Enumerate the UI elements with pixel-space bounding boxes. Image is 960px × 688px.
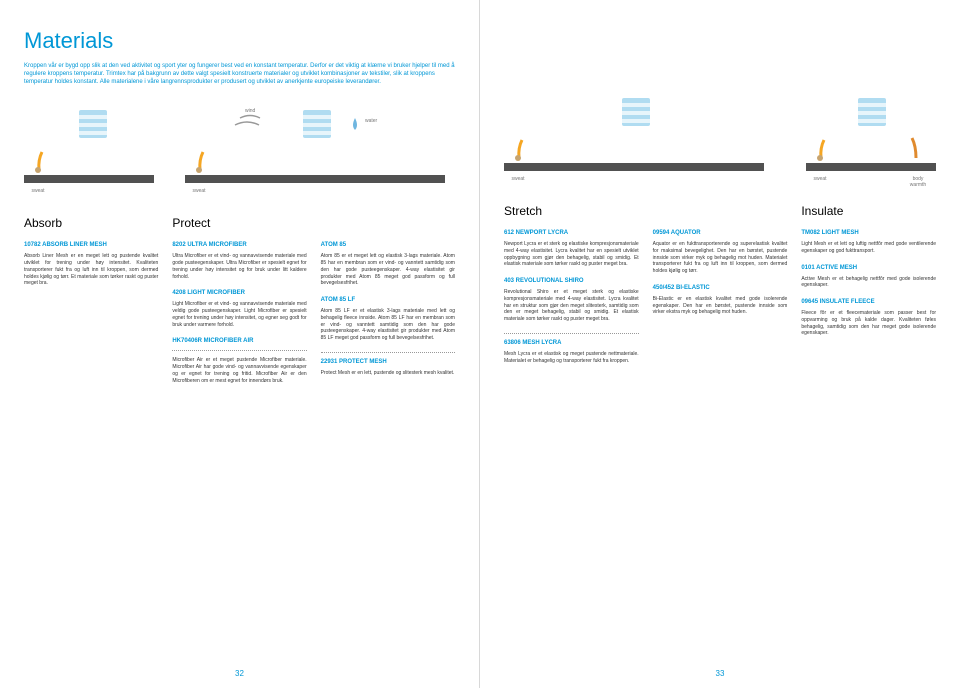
diagrams-right: sweat sweat body warmth <box>504 88 936 188</box>
protect-b1-title: ATOM 85 LF <box>321 297 455 303</box>
col-protect-b: ATOM 85 Atom 85 er et meget lett og elas… <box>321 216 455 394</box>
insulate-0-title: TM082 LIGHT MESH <box>801 230 936 236</box>
protect-diagram-svg: wind water sweat <box>185 100 445 200</box>
insulate-1-body: Active Mesh er et behagelig nettfôr med … <box>801 276 936 290</box>
columns-right: Stretch 612 NEWPORT LYCRA Newport Lycra … <box>504 204 936 374</box>
diagram-protect: wind water sweat <box>185 100 445 200</box>
diagram-absorb: sweat <box>24 100 154 200</box>
stretch-a0-title: 612 NEWPORT LYCRA <box>504 230 639 236</box>
head-protect-empty <box>321 216 455 230</box>
intro-paragraph: Kroppen vår er bygd opp slik at den ved … <box>24 62 455 86</box>
diagram-stretch: sweat <box>504 88 764 188</box>
page-left: Materials Kroppen vår er bygd opp slik a… <box>0 0 480 688</box>
insulate-2-body: Fleece fôr er et fleecemateriale som pas… <box>801 310 936 337</box>
insulate-2-title: 09645 INSULATE FLEECE <box>801 299 936 305</box>
head-stretch: Stretch <box>504 204 639 218</box>
col-stretch-b: 09594 AQUATOR Aquator er en fukttranspor… <box>653 204 788 374</box>
page-title: Materials <box>24 28 455 54</box>
stretch-b0-title: 09594 AQUATOR <box>653 230 788 236</box>
protect-b0-title: ATOM 85 <box>321 242 455 248</box>
absorb-diagram-svg: sweat <box>24 100 154 200</box>
label-sweat-4: sweat <box>813 176 827 182</box>
pagenum-left: 32 <box>235 669 244 678</box>
pagenum-right: 33 <box>716 669 725 678</box>
col-absorb: Absorb 10782 ABSORB LINER MESH Absorb Li… <box>24 216 158 394</box>
head-protect: Protect <box>172 216 306 230</box>
head-absorb: Absorb <box>24 216 158 230</box>
label-sweat-2: sweat <box>192 188 206 194</box>
protect-a1-title: 4208 LIGHT MICROFIBER <box>172 290 306 296</box>
label-water: water <box>365 118 378 124</box>
col-protect-a: Protect 8202 ULTRA MICROFIBER Ultra Micr… <box>172 216 306 394</box>
stretch-b1-title: 450/452 BI-ELASTIC <box>653 285 788 291</box>
label-sweat: sweat <box>31 188 45 194</box>
stretch-b0-body: Aquator er en fukttransporterende og sup… <box>653 241 788 275</box>
label-bodywarmth2: warmth <box>910 182 927 188</box>
stretch-b1-body: Bi-Elastic er en elastisk kvalitet med g… <box>653 296 788 316</box>
stretch-a2-body: Mesh Lycra er et elastisk og meget puste… <box>504 351 639 365</box>
insulate-1-title: 0101 ACTIVE MESH <box>801 265 936 271</box>
columns-left: Absorb 10782 ABSORB LINER MESH Absorb Li… <box>24 216 455 394</box>
protect-b0-body: Atom 85 er et meget lett og elastisk 3-l… <box>321 253 455 287</box>
absorb-item-body: Absorb Liner Mesh er en meget lett og pu… <box>24 253 158 287</box>
stretch-diagram-svg: sweat <box>504 88 764 188</box>
stretch-a0-body: Newport Lycra er et sterk og elastiske k… <box>504 241 639 268</box>
protect-a3-body: Microfiber Air er et meget pustende Micr… <box>172 357 306 384</box>
insulate-diagram-svg: sweat body warmth <box>806 88 936 188</box>
protect-a1-body: Light Microfiber er et vind- og vannavvi… <box>172 301 306 328</box>
absorb-item-title: 10782 ABSORB LINER MESH <box>24 242 158 248</box>
head-stretch-empty <box>653 204 788 218</box>
col-insulate: Insulate TM082 LIGHT MESH Light Mesh er … <box>801 204 936 374</box>
stretch-a1-title: 403 REVOLUTIONAL SHIRO <box>504 278 639 284</box>
insulate-0-body: Light Mesh er et lett og luftig nettfôr … <box>801 241 936 255</box>
protect-a2-title: HK70406R MICROFIBER AIR <box>172 338 306 344</box>
protect-a0-body: Ultra Microfiber er et vind- og vannavvi… <box>172 253 306 280</box>
protect-b2-title: 22931 PROTECT MESH <box>321 359 455 365</box>
diagrams-left: sweat wind water <box>24 100 455 200</box>
protect-a0-title: 8202 ULTRA MICROFIBER <box>172 242 306 248</box>
col-stretch-a: Stretch 612 NEWPORT LYCRA Newport Lycra … <box>504 204 639 374</box>
label-sweat-3: sweat <box>511 176 525 182</box>
page-right: sweat sweat body warmth <box>480 0 960 688</box>
stretch-a1-body: Revolutional Shiro er et meget sterk og … <box>504 289 639 323</box>
protect-b2-body: Protect Mesh er en lett, pustende og sli… <box>321 370 455 377</box>
label-wind: wind <box>245 108 256 114</box>
protect-b1-body: Atom 85 LF er et elastisk 3-lags materia… <box>321 308 455 342</box>
diagram-insulate: sweat body warmth <box>806 88 936 188</box>
stretch-a2-title: 63806 MESH LYCRA <box>504 340 639 346</box>
head-insulate: Insulate <box>801 204 936 218</box>
